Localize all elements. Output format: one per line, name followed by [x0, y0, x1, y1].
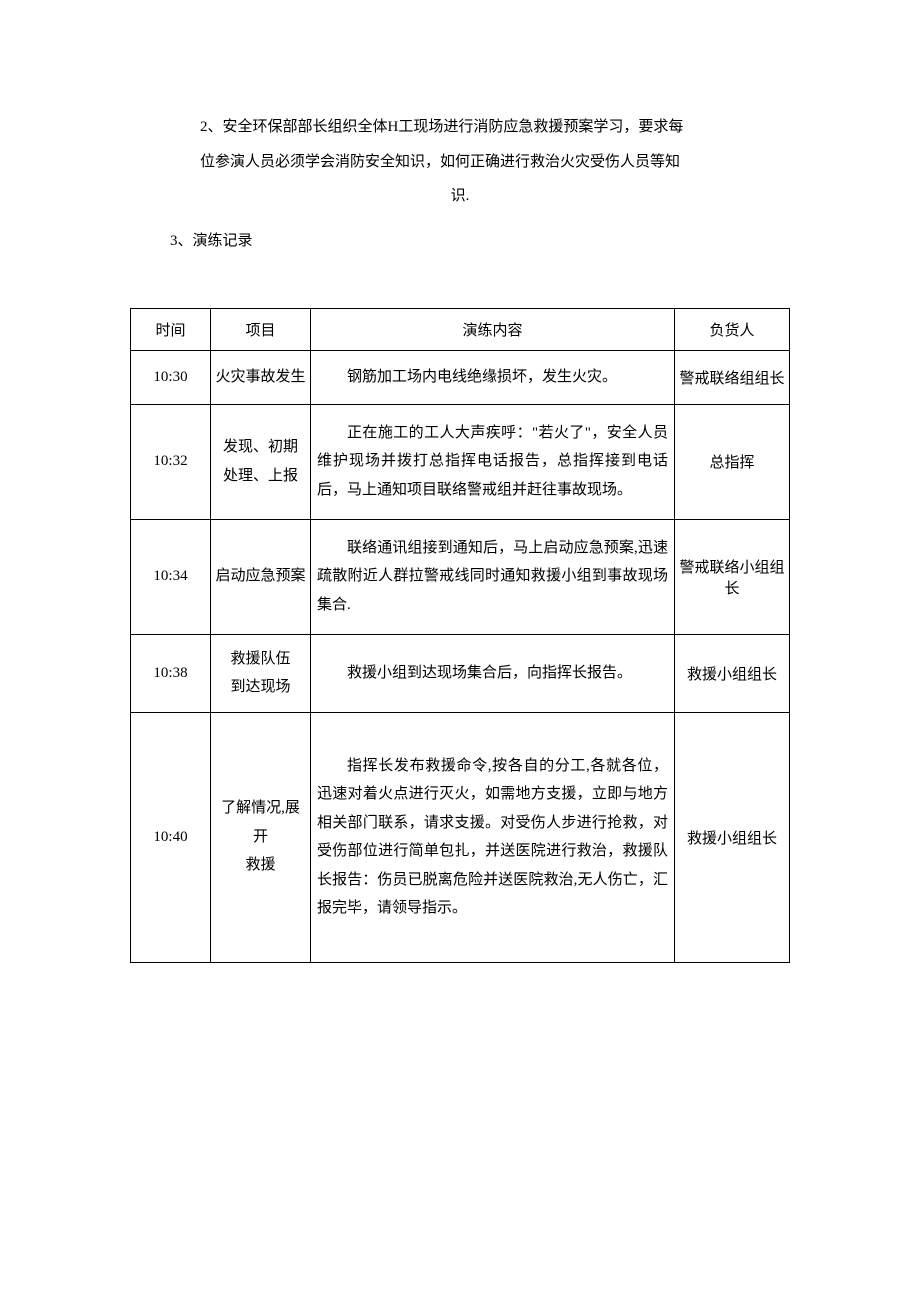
item-line2: 处理、上报: [215, 462, 306, 491]
cell-item: 火灾事故发生: [211, 351, 311, 405]
cell-item: 发现、初期 处理、上报: [211, 404, 311, 519]
cell-time: 10:34: [131, 519, 211, 634]
cell-person: 救援小组组长: [675, 712, 790, 962]
item-line2: 到达现场: [215, 673, 306, 702]
drill-record-table: 时间 项目 演练内容 负货人 10:30 火灾事故发生 钢筋加工场内电线绝缘损坏…: [130, 308, 790, 963]
item-line1: 发现、初期: [215, 433, 306, 462]
cell-content: 钢筋加工场内电线绝缘损坏，发生火灾。: [311, 351, 675, 405]
cell-content: 联络通讯组接到通知后，马上启动应急预案,迅速疏散附近人群拉警戒线同时通知救援小组…: [311, 519, 675, 634]
table-row: 10:40 了解情况,展开 救援 指挥长发布救援命令,按各自的分工,各就各位，迅…: [131, 712, 790, 962]
table-header-row: 时间 项目 演练内容 负货人: [131, 309, 790, 351]
content-text: 联络通讯组接到通知后，马上启动应急预案,迅速疏散附近人群拉警戒线同时通知救援小组…: [317, 534, 668, 620]
cell-content: 指挥长发布救援命令,按各自的分工,各就各位，迅速对着火点进行灭火，如需地方支援，…: [311, 712, 675, 962]
table-row: 10:38 救援队伍 到达现场 救援小组到达现场集合后，向指挥长报告。 救援小组…: [131, 634, 790, 712]
header-person: 负货人: [675, 309, 790, 351]
item-line1: 了解情况,展开: [215, 794, 306, 851]
cell-time: 10:30: [131, 351, 211, 405]
table-row: 10:30 火灾事故发生 钢筋加工场内电线绝缘损坏，发生火灾。 警戒联络组组长: [131, 351, 790, 405]
cell-time: 10:38: [131, 634, 211, 712]
cell-content: 正在施工的工人大声疾呼："若火了"，安全人员维护现场并拨打总指挥电话报告，总指挥…: [311, 404, 675, 519]
header-time: 时间: [131, 309, 211, 351]
cell-item: 启动应急预案: [211, 519, 311, 634]
content-text: 钢筋加工场内电线绝缘损坏，发生火灾。: [317, 363, 668, 392]
cell-time: 10:40: [131, 712, 211, 962]
table-row: 10:34 启动应急预案 联络通讯组接到通知后，马上启动应急预案,迅速疏散附近人…: [131, 519, 790, 634]
cell-person: 救援小组组长: [675, 634, 790, 712]
para2-line1: 2、安全环保部部长组织全体H工现场进行消防应急救援预案学习，要求每: [200, 110, 790, 145]
item-line1: 救援队伍: [215, 645, 306, 674]
header-item: 项目: [211, 309, 311, 351]
cell-item: 救援队伍 到达现场: [211, 634, 311, 712]
cell-person: 警戒联络组组长: [675, 351, 790, 405]
cell-person: 总指挥: [675, 404, 790, 519]
table-row: 10:32 发现、初期 处理、上报 正在施工的工人大声疾呼："若火了"，安全人员…: [131, 404, 790, 519]
para2-line2: 位参演人员必须学会消防安全知识，如何正确进行救治火灾受伤人员等知: [200, 145, 790, 180]
cell-item: 了解情况,展开 救援: [211, 712, 311, 962]
para2-line3: 识.: [130, 179, 790, 214]
header-content: 演练内容: [311, 309, 675, 351]
content-text: 正在施工的工人大声疾呼："若火了"，安全人员维护现场并拨打总指挥电话报告，总指挥…: [317, 419, 668, 505]
paragraph-3: 3、演练记录: [170, 224, 790, 259]
cell-content: 救援小组到达现场集合后，向指挥长报告。: [311, 634, 675, 712]
cell-person: 警戒联络小组组长: [675, 519, 790, 634]
item-line2: 救援: [215, 851, 306, 880]
paragraph-2: 2、安全环保部部长组织全体H工现场进行消防应急救援预案学习，要求每 位参演人员必…: [200, 110, 790, 179]
cell-time: 10:32: [131, 404, 211, 519]
content-text: 救援小组到达现场集合后，向指挥长报告。: [317, 659, 668, 688]
content-text: 指挥长发布救援命令,按各自的分工,各就各位，迅速对着火点进行灭火，如需地方支援，…: [317, 752, 668, 923]
